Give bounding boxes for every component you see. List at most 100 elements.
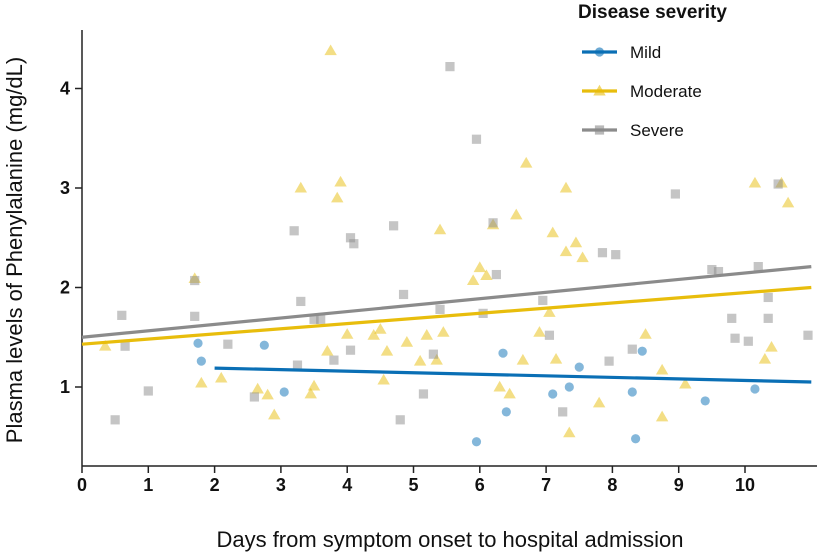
severe-point	[743, 336, 753, 346]
legend-items: Mild Moderate Severe	[582, 43, 702, 140]
moderate-point	[400, 336, 414, 347]
mild-point	[471, 437, 482, 447]
x-tick-label: 0	[77, 475, 87, 495]
severe-point	[345, 345, 356, 355]
trend-lines	[81, 265, 812, 384]
moderate-point	[546, 226, 559, 238]
mild-point	[564, 382, 574, 392]
severe-point	[471, 134, 482, 144]
severe-point	[292, 360, 303, 370]
y-axis-title: Plasma levels of Phenylalanine (mg/dL)	[2, 57, 27, 443]
mild-point	[631, 434, 641, 444]
moderate-point	[367, 329, 380, 340]
moderate-point	[430, 353, 443, 365]
severe-point	[611, 250, 621, 260]
y-tick-label: 4	[60, 79, 70, 99]
severe-point	[627, 344, 637, 354]
moderate-point	[765, 341, 778, 352]
moderate-point	[215, 371, 228, 383]
moderate-point	[437, 326, 450, 337]
severe-point	[803, 330, 813, 340]
severe-point	[604, 356, 614, 366]
moderate-point	[679, 377, 692, 389]
x-tick-label: 10	[735, 475, 755, 495]
y-tick-label: 3	[60, 178, 70, 198]
moderate-point	[377, 373, 390, 385]
x-tick-label: 5	[408, 475, 418, 495]
moderate-point	[655, 410, 669, 422]
severe-point	[289, 226, 299, 236]
moderate-point	[268, 408, 281, 420]
severe-point	[558, 407, 568, 417]
moderate-point	[261, 388, 274, 400]
moderate-point	[576, 251, 589, 263]
moderate-point	[480, 269, 493, 281]
axis-ticks: 0 1 2 3 4 5 6 7 8 9 10 1 2 3 4	[60, 79, 755, 496]
moderate-point	[516, 353, 530, 365]
moderate-point	[374, 323, 387, 334]
moderate-point	[569, 236, 583, 248]
moderate-point	[543, 306, 556, 317]
moderate-point	[251, 382, 264, 394]
moderate-point	[413, 354, 427, 366]
moderate-point	[307, 379, 321, 391]
moderate-point	[639, 328, 652, 339]
severe-point	[309, 314, 319, 324]
severe-point	[491, 269, 501, 280]
moderate-point	[380, 344, 394, 356]
legend-marker-mild	[594, 47, 605, 57]
severe-point	[597, 248, 608, 258]
severe-point	[428, 349, 438, 359]
severe-point	[329, 355, 339, 365]
moderate-point	[331, 191, 344, 203]
severe-point	[763, 292, 773, 303]
mild-point	[750, 384, 760, 394]
mild-trend-line	[214, 366, 812, 384]
y-tick-label: 1	[60, 377, 70, 397]
mild-point	[259, 340, 269, 350]
severe-point	[713, 266, 724, 277]
severe-point	[445, 62, 455, 72]
severe-point	[773, 179, 783, 189]
severe-point	[117, 310, 127, 320]
legend-marker-severe	[594, 125, 605, 135]
moderate-point	[473, 261, 486, 273]
severe-point	[249, 392, 259, 402]
severe-trend-line	[81, 265, 812, 339]
severe-point	[296, 296, 306, 307]
legend: Disease severity Mild Moderate Severe	[570, 0, 817, 150]
severe-point	[730, 333, 740, 343]
moderate-point	[533, 326, 546, 337]
moderate-point	[304, 387, 317, 399]
x-tick-label: 7	[541, 475, 551, 495]
mild-point	[637, 346, 647, 356]
x-tick-label: 3	[276, 475, 286, 495]
legend-label-severe: Severe	[630, 121, 684, 140]
mild-point	[196, 356, 206, 366]
moderate-point	[493, 380, 506, 392]
moderate-point	[559, 245, 573, 257]
y-tick-label: 2	[60, 278, 70, 298]
x-tick-label: 4	[342, 475, 352, 495]
severe-point	[143, 386, 153, 396]
mild-point	[627, 387, 637, 397]
moderate-point	[549, 352, 563, 364]
moderate-point	[563, 426, 576, 438]
severe-point	[435, 304, 445, 314]
moderate-trend-line	[81, 285, 812, 346]
x-tick-label: 1	[143, 475, 153, 495]
severe-point	[488, 218, 498, 228]
severe-point	[345, 233, 356, 243]
severe-point	[418, 389, 429, 399]
moderate-point	[510, 208, 523, 220]
severe-point	[395, 415, 405, 425]
mild-point	[498, 348, 508, 358]
severe-point	[190, 311, 200, 321]
mild-point	[501, 407, 511, 417]
moderate-point	[195, 376, 208, 388]
severe-point	[544, 330, 555, 340]
mild-point	[574, 362, 584, 372]
severe-point	[398, 289, 409, 300]
